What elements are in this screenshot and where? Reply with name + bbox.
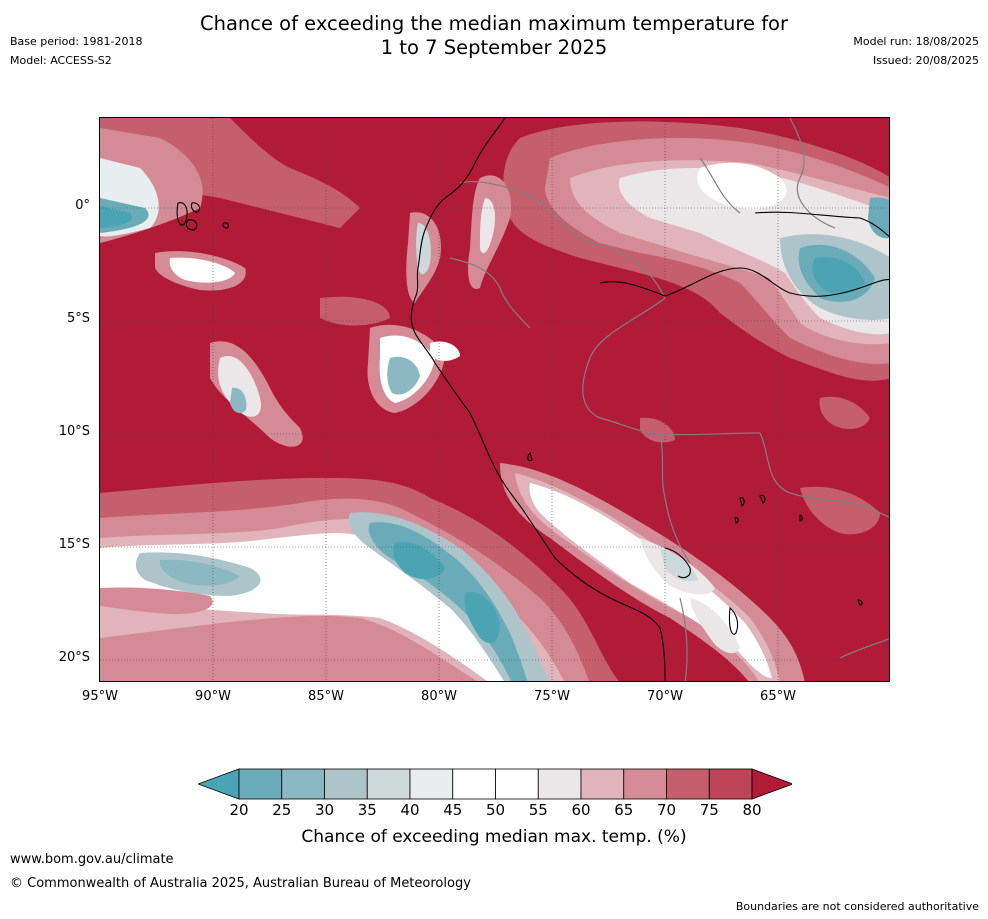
boundary-disclaimer: Boundaries are not considered authoritat… [735, 900, 979, 913]
colorbar-label: Chance of exceeding median max. temp. (%… [301, 827, 687, 847]
map-title: Chance of exceeding the median maximum t… [0, 12, 988, 60]
map-canvas [100, 118, 889, 681]
colorbar-cell [366, 768, 411, 800]
colorbar-cell [495, 768, 539, 800]
lon-label-90w: 90°W [195, 689, 231, 704]
lon-label-85w: 85°W [308, 689, 344, 704]
colorbar-tick-label: 25 [272, 801, 292, 819]
shading-north [100, 118, 360, 291]
shading-southeast [500, 396, 880, 681]
colorbar-tick-label: 70 [656, 801, 677, 819]
colorbar-tick-label: 35 [357, 801, 377, 819]
shading-central [210, 296, 460, 447]
title-line-2: 1 to 7 September 2025 [380, 36, 608, 59]
model-name: Model: ACCESS-S2 [10, 54, 112, 67]
coastline [176, 118, 889, 681]
colorbar-arrow-high [751, 768, 795, 800]
colorbar-cell [580, 768, 625, 800]
country-boundaries [449, 118, 889, 681]
probability-map [99, 117, 890, 682]
issued-date: Issued: 20/08/2025 [872, 54, 979, 67]
colorbar-cell [281, 768, 325, 800]
colorbar-tick-label: 60 [571, 801, 591, 819]
colorbar-arrow-low [196, 768, 240, 800]
colorbar-tick-label: 30 [314, 801, 335, 819]
lon-label-65w: 65°W [760, 689, 796, 704]
graticule [100, 118, 889, 681]
colorbar [196, 767, 795, 805]
colorbar-tick-label: 75 [699, 801, 719, 819]
lat-label-15s: 15°S [58, 537, 90, 552]
lon-label-70w: 70°W [647, 689, 683, 704]
shading-south [100, 478, 619, 681]
colorbar-cell [708, 768, 753, 800]
colorbar-cell [537, 768, 582, 800]
lat-label-20s: 20°S [58, 650, 90, 665]
shading-northeast [406, 121, 889, 381]
colorbar-cell [452, 768, 496, 800]
title-line-1: Chance of exceeding the median maximum t… [199, 12, 789, 35]
colorbar-tick-label: 55 [528, 801, 548, 819]
model-run: Model run: 18/08/2025 [853, 35, 979, 48]
lon-label-95w: 95°W [82, 689, 118, 704]
colorbar-graphic [196, 768, 795, 800]
colorbar-cell [666, 768, 710, 800]
colorbar-tick-label: 65 [614, 801, 634, 819]
lat-label-10s: 10°S [58, 424, 90, 439]
metadata-right: Model run: 18/08/2025 Issued: 20/08/2025 [853, 32, 979, 70]
website-url: www.bom.gov.au/climate [10, 852, 174, 867]
colorbar-tick-label: 50 [485, 801, 506, 819]
base-period: Base period: 1981-2018 [10, 35, 143, 48]
metadata-left: Base period: 1981-2018 Model: ACCESS-S2 [10, 32, 142, 70]
copyright-notice: © Commonwealth of Australia 2025, Austra… [10, 876, 471, 891]
colorbar-cell [409, 768, 454, 800]
colorbar-cell [623, 768, 667, 800]
colorbar-cell [324, 768, 368, 800]
colorbar-tick-label: 20 [229, 801, 249, 819]
colorbar-tick-label: 40 [400, 801, 420, 819]
lat-label-0: 0° [75, 198, 90, 213]
colorbar-tick-label: 80 [742, 801, 762, 819]
lat-label-5s: 5°S [66, 311, 90, 326]
lon-label-75w: 75°W [534, 689, 570, 704]
colorbar-cell [238, 768, 283, 800]
lon-label-80w: 80°W [421, 689, 457, 704]
colorbar-tick-label: 45 [443, 801, 463, 819]
